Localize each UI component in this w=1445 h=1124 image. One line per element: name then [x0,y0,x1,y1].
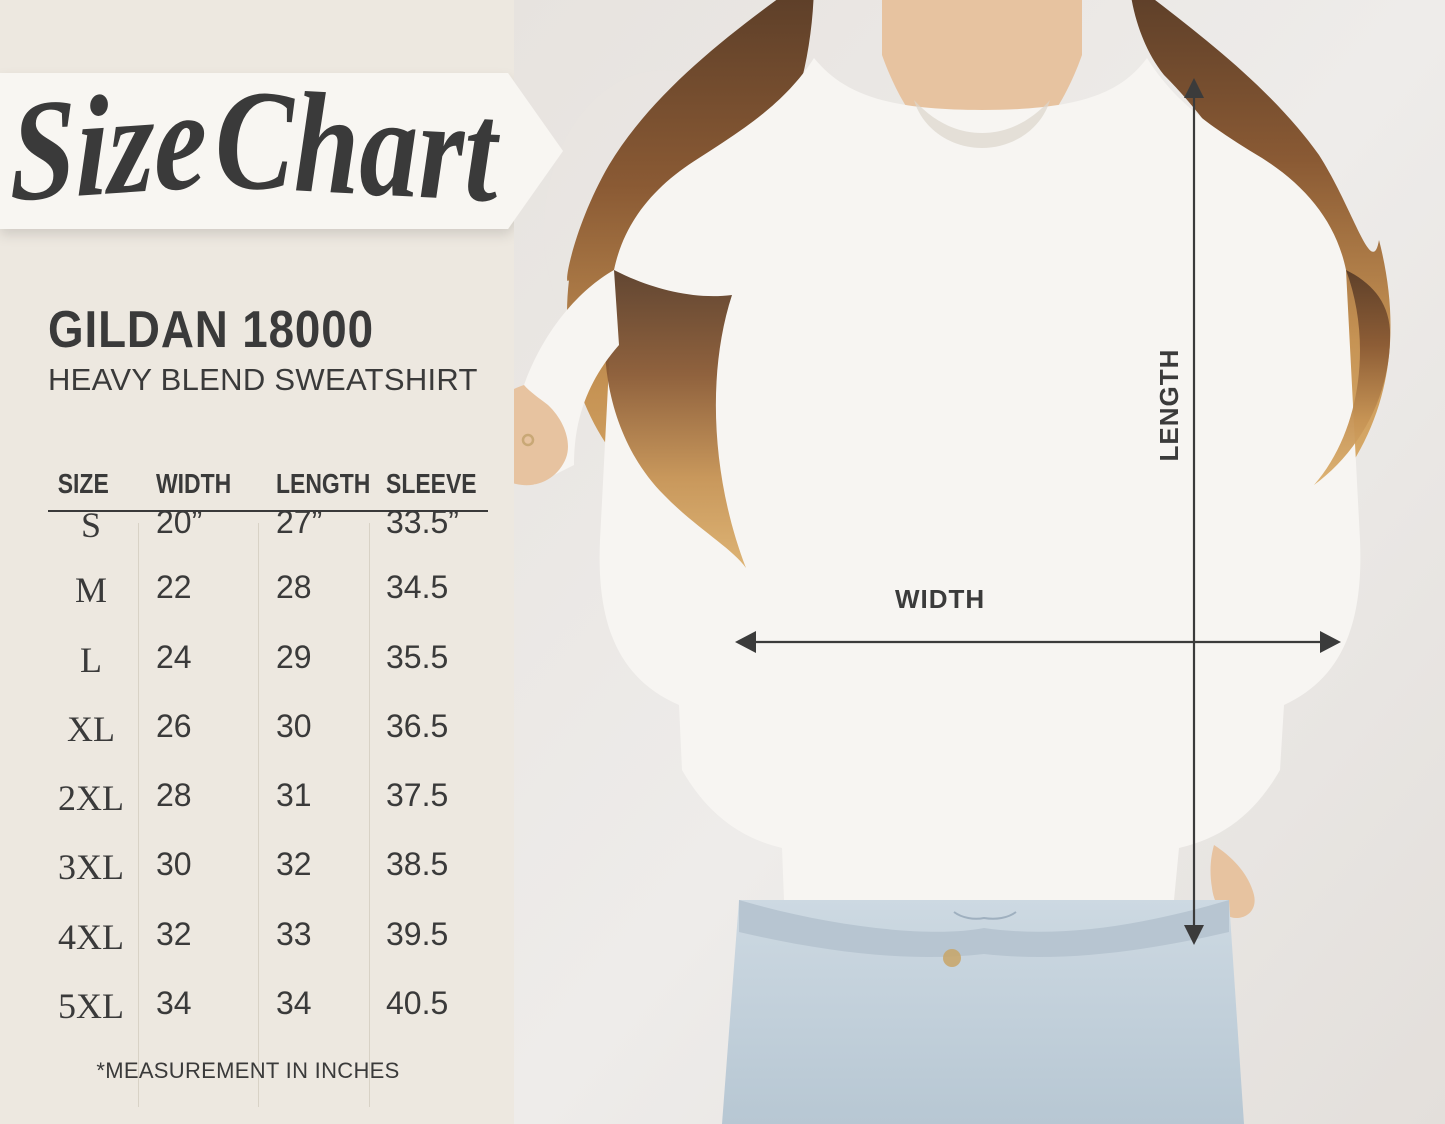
svg-text:LENGTH: LENGTH [1154,349,1184,462]
svg-text:WIDTH: WIDTH [895,584,985,614]
